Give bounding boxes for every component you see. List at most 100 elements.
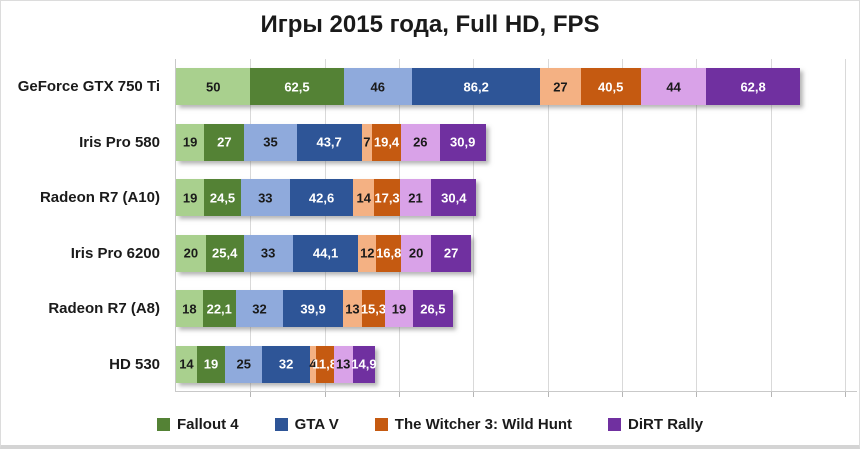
axis-tick [399,392,401,397]
axis-tick [622,392,624,397]
segment-value-label: 19,4 [373,134,400,150]
bar-segment[interactable]: 27 [204,123,245,161]
axis-tick [696,392,698,397]
segment-value-label: 4 [309,356,317,372]
legend-item[interactable]: DiRT Rally [608,416,703,433]
bar-segment[interactable]: 7 [361,123,373,161]
legend-label: The Witcher 3: Wild Hunt [394,416,573,433]
segment-value-label: 20 [408,245,424,261]
bar-segment[interactable]: 43,7 [296,123,362,161]
bar-segment[interactable]: 22,1 [202,290,236,328]
segment-value-label: 21 [408,190,423,206]
bar-segment[interactable]: 26 [400,123,440,161]
gridline [399,59,401,391]
bar-segment[interactable]: 14 [353,179,375,217]
segment-value-label: 19 [391,301,407,317]
category-label: GeForce GTX 750 Ti [17,78,160,96]
bar-segment[interactable]: 12 [358,234,377,272]
segment-value-label: 33 [258,190,273,206]
bar-segment[interactable]: 27 [431,234,472,272]
bar-segment[interactable]: 62,8 [706,68,800,106]
segment-value-label: 19 [203,356,219,372]
bar-segment[interactable]: 13 [342,290,363,328]
bar-segment[interactable]: 42,6 [289,179,354,217]
segment-value-label: 39,9 [300,301,326,317]
bar-row: 20 25,4 33 44,1 12 16,8 20 27 [176,234,472,272]
bar-segment[interactable]: 16,8 [376,234,402,272]
gridline [250,59,252,391]
legend-label: DiRT Rally [628,416,704,433]
bar-segment[interactable]: 44 [640,68,707,106]
bar-segment[interactable]: 33 [243,234,293,272]
segment-value-label: 35 [263,134,278,150]
bar-segment[interactable]: 62,5 [250,68,344,106]
segment-value-label: 33 [260,245,276,261]
segment-value-label: 13 [345,301,360,317]
segment-value-label: 22,1 [206,301,232,317]
axis-tick [845,392,847,397]
bar-segment[interactable]: 40,5 [580,68,641,106]
bar-segment[interactable]: 33 [240,179,290,217]
segment-value-label: 19 [182,134,198,150]
gridline [696,59,698,391]
bar-segment[interactable]: 14 [176,345,197,383]
segment-value-label: 19 [182,190,198,206]
legend-swatch [156,418,170,431]
bar-segment[interactable]: 30,4 [431,179,477,217]
segment-value-label: 15,3 [360,301,387,317]
legend-item[interactable]: GTA V [274,416,339,433]
bar-segment[interactable]: 19 [384,290,414,328]
segment-value-label: 16,8 [376,245,402,261]
bar-segment[interactable]: 24,5 [204,179,241,217]
bar-segment[interactable]: 14,9 [351,345,377,383]
bar-segment[interactable]: 4 [309,345,317,383]
category-axis: GeForce GTX 750 Ti Iris Pro 580 Radeon R7 … [1,59,169,392]
gridline [770,59,772,391]
category-label: Iris Pro 6200 [70,244,160,262]
segment-value-label: 32 [278,356,294,372]
bar-segment[interactable]: 32 [235,290,284,328]
bar-segment[interactable]: 26,5 [413,290,453,328]
bar-segment[interactable]: 35 [244,123,297,161]
segment-value-label: 17,3 [374,190,400,206]
bar-segment[interactable]: 18 [176,290,203,328]
bar-segment[interactable]: 19 [196,345,226,383]
bar-segment[interactable]: 20 [401,234,432,272]
bar-segment[interactable]: 39,9 [283,290,343,328]
bar-segment[interactable]: 32 [262,345,310,383]
bar-segment[interactable]: 86,2 [412,68,541,106]
category-label: HD 530 [109,355,160,373]
legend-item[interactable]: Fallout 4 [156,416,239,433]
segment-value-label: 43,7 [316,134,342,150]
segment-value-label: 40,5 [598,79,624,95]
segment-value-label: 27 [217,134,232,150]
legend-item[interactable]: The Witcher 3: Wild Hunt [374,416,573,433]
bar-segment[interactable]: 44,1 [292,234,359,272]
bar-segment[interactable]: 20 [176,234,206,272]
bar-segment[interactable]: 30,9 [439,123,486,161]
segment-value-label: 30,9 [450,134,476,150]
bar-segment[interactable]: 15,3 [360,290,387,328]
bar-segment[interactable]: 50 [176,68,251,106]
bar-segment[interactable]: 13 [333,345,353,383]
bar-segment[interactable]: 19,4 [372,123,401,161]
legend-swatch [374,418,388,431]
segment-value-label: 20 [183,245,199,261]
axis-tick [324,392,326,397]
bar-segment[interactable]: 25,4 [205,234,244,272]
gridline [845,59,847,391]
bar-segment[interactable]: 27 [540,68,581,106]
bar-segment[interactable]: 11,8 [312,345,337,383]
bar-segment[interactable]: 25 [225,345,263,383]
bar-segment[interactable]: 46 [343,68,412,106]
bar-segment[interactable]: 17,3 [374,179,400,217]
segment-value-label: 50 [205,79,221,95]
bar-segment[interactable]: 21 [399,179,432,217]
segment-value-label: 62,5 [284,79,310,95]
bar-segment[interactable]: 19 [176,123,205,161]
bar-segment[interactable]: 19 [176,179,205,217]
legend: Fallout 4 GTA V The Witcher 3: Wild Hunt Di… [1,416,859,433]
segment-value-label: 14 [179,356,194,372]
segment-value-label: 62,8 [740,79,766,95]
